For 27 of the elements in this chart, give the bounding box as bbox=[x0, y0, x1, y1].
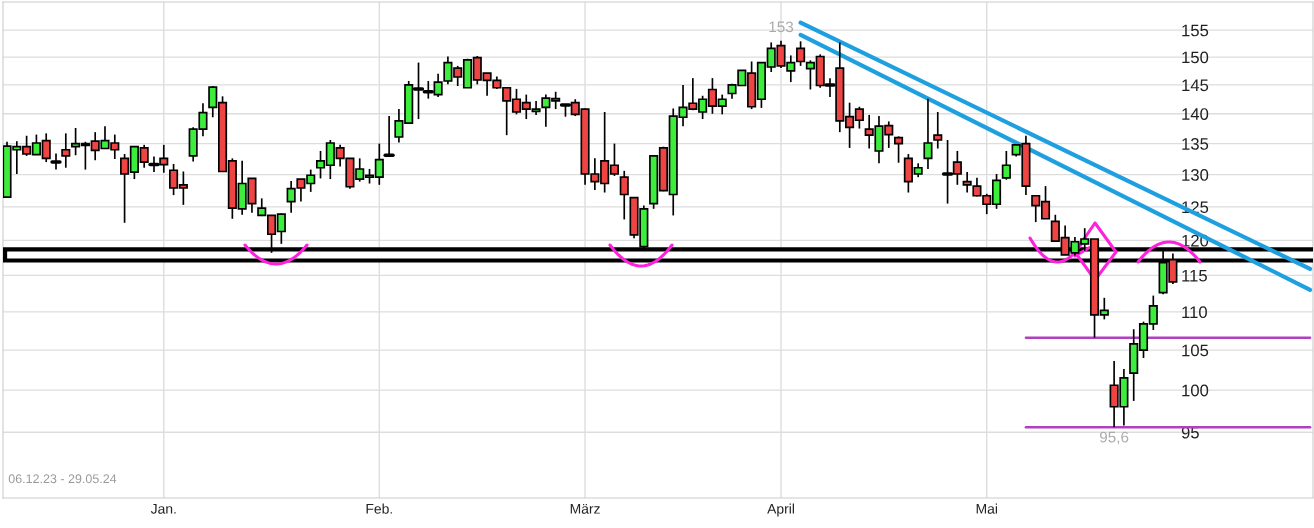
x-tick-label: März bbox=[570, 504, 600, 514]
candlestick bbox=[923, 97, 933, 170]
y-tick-label: 105 bbox=[1182, 344, 1209, 357]
annotation: 95,6 bbox=[1099, 431, 1129, 445]
annotation: 153 bbox=[769, 21, 794, 33]
candlestick bbox=[894, 135, 904, 164]
y-tick-label: 100 bbox=[1182, 384, 1209, 397]
y-tick-label: 145 bbox=[1182, 79, 1209, 92]
y-tick-label: 155 bbox=[1182, 24, 1209, 37]
y-tick-label: 110 bbox=[1182, 306, 1207, 319]
y-tick-label: 150 bbox=[1182, 51, 1209, 64]
candlestick bbox=[50, 152, 62, 171]
candlestick bbox=[933, 111, 943, 150]
x-tick-label: Feb. bbox=[366, 503, 392, 514]
y-tick-label: 135 bbox=[1182, 138, 1209, 150]
x-tick-label: Jan. bbox=[150, 504, 176, 514]
candlestick bbox=[383, 115, 395, 158]
candlestick bbox=[619, 170, 629, 221]
x-tick-label: Mai bbox=[976, 503, 997, 514]
y-tick-label: 130 bbox=[1182, 169, 1209, 181]
candlestick bbox=[61, 132, 71, 169]
candlestick bbox=[796, 40, 806, 67]
candlestick bbox=[1001, 150, 1011, 181]
y-tick-label: 140 bbox=[1182, 108, 1209, 120]
y-tick-label: 115 bbox=[1182, 269, 1207, 282]
annotation: 06.12.23 - 29.05.24 bbox=[8, 474, 117, 484]
x-tick-label: April bbox=[767, 503, 794, 517]
